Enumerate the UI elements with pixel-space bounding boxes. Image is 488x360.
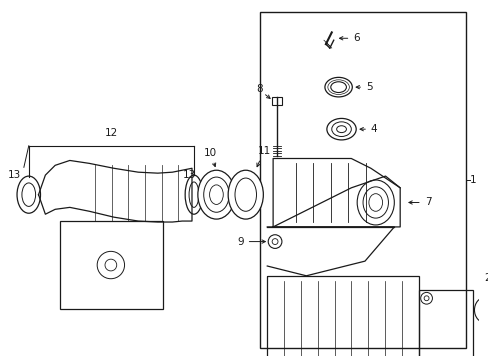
- Bar: [267, 276, 418, 360]
- Bar: [272, 97, 282, 105]
- Bar: [260, 12, 465, 348]
- Text: 13: 13: [182, 170, 195, 180]
- Text: 6: 6: [339, 33, 359, 43]
- Bar: [60, 221, 163, 309]
- Ellipse shape: [198, 170, 235, 219]
- Circle shape: [97, 251, 124, 279]
- Circle shape: [420, 292, 431, 304]
- Circle shape: [268, 235, 282, 248]
- Text: 9: 9: [237, 237, 265, 247]
- Ellipse shape: [185, 175, 203, 214]
- Text: 5: 5: [355, 82, 372, 92]
- Ellipse shape: [473, 297, 488, 323]
- Text: 7: 7: [408, 198, 430, 207]
- Text: 4: 4: [359, 124, 377, 134]
- Text: 8: 8: [256, 84, 262, 94]
- Text: 1: 1: [468, 175, 475, 185]
- Bar: [418, 291, 471, 360]
- Text: 11: 11: [256, 146, 270, 167]
- Ellipse shape: [17, 176, 41, 213]
- Text: 3: 3: [0, 359, 1, 360]
- Ellipse shape: [228, 170, 263, 219]
- Text: 13: 13: [8, 170, 21, 180]
- Text: 10: 10: [203, 148, 217, 167]
- Ellipse shape: [356, 180, 393, 225]
- Text: 12: 12: [104, 128, 118, 138]
- Text: 2: 2: [483, 273, 488, 283]
